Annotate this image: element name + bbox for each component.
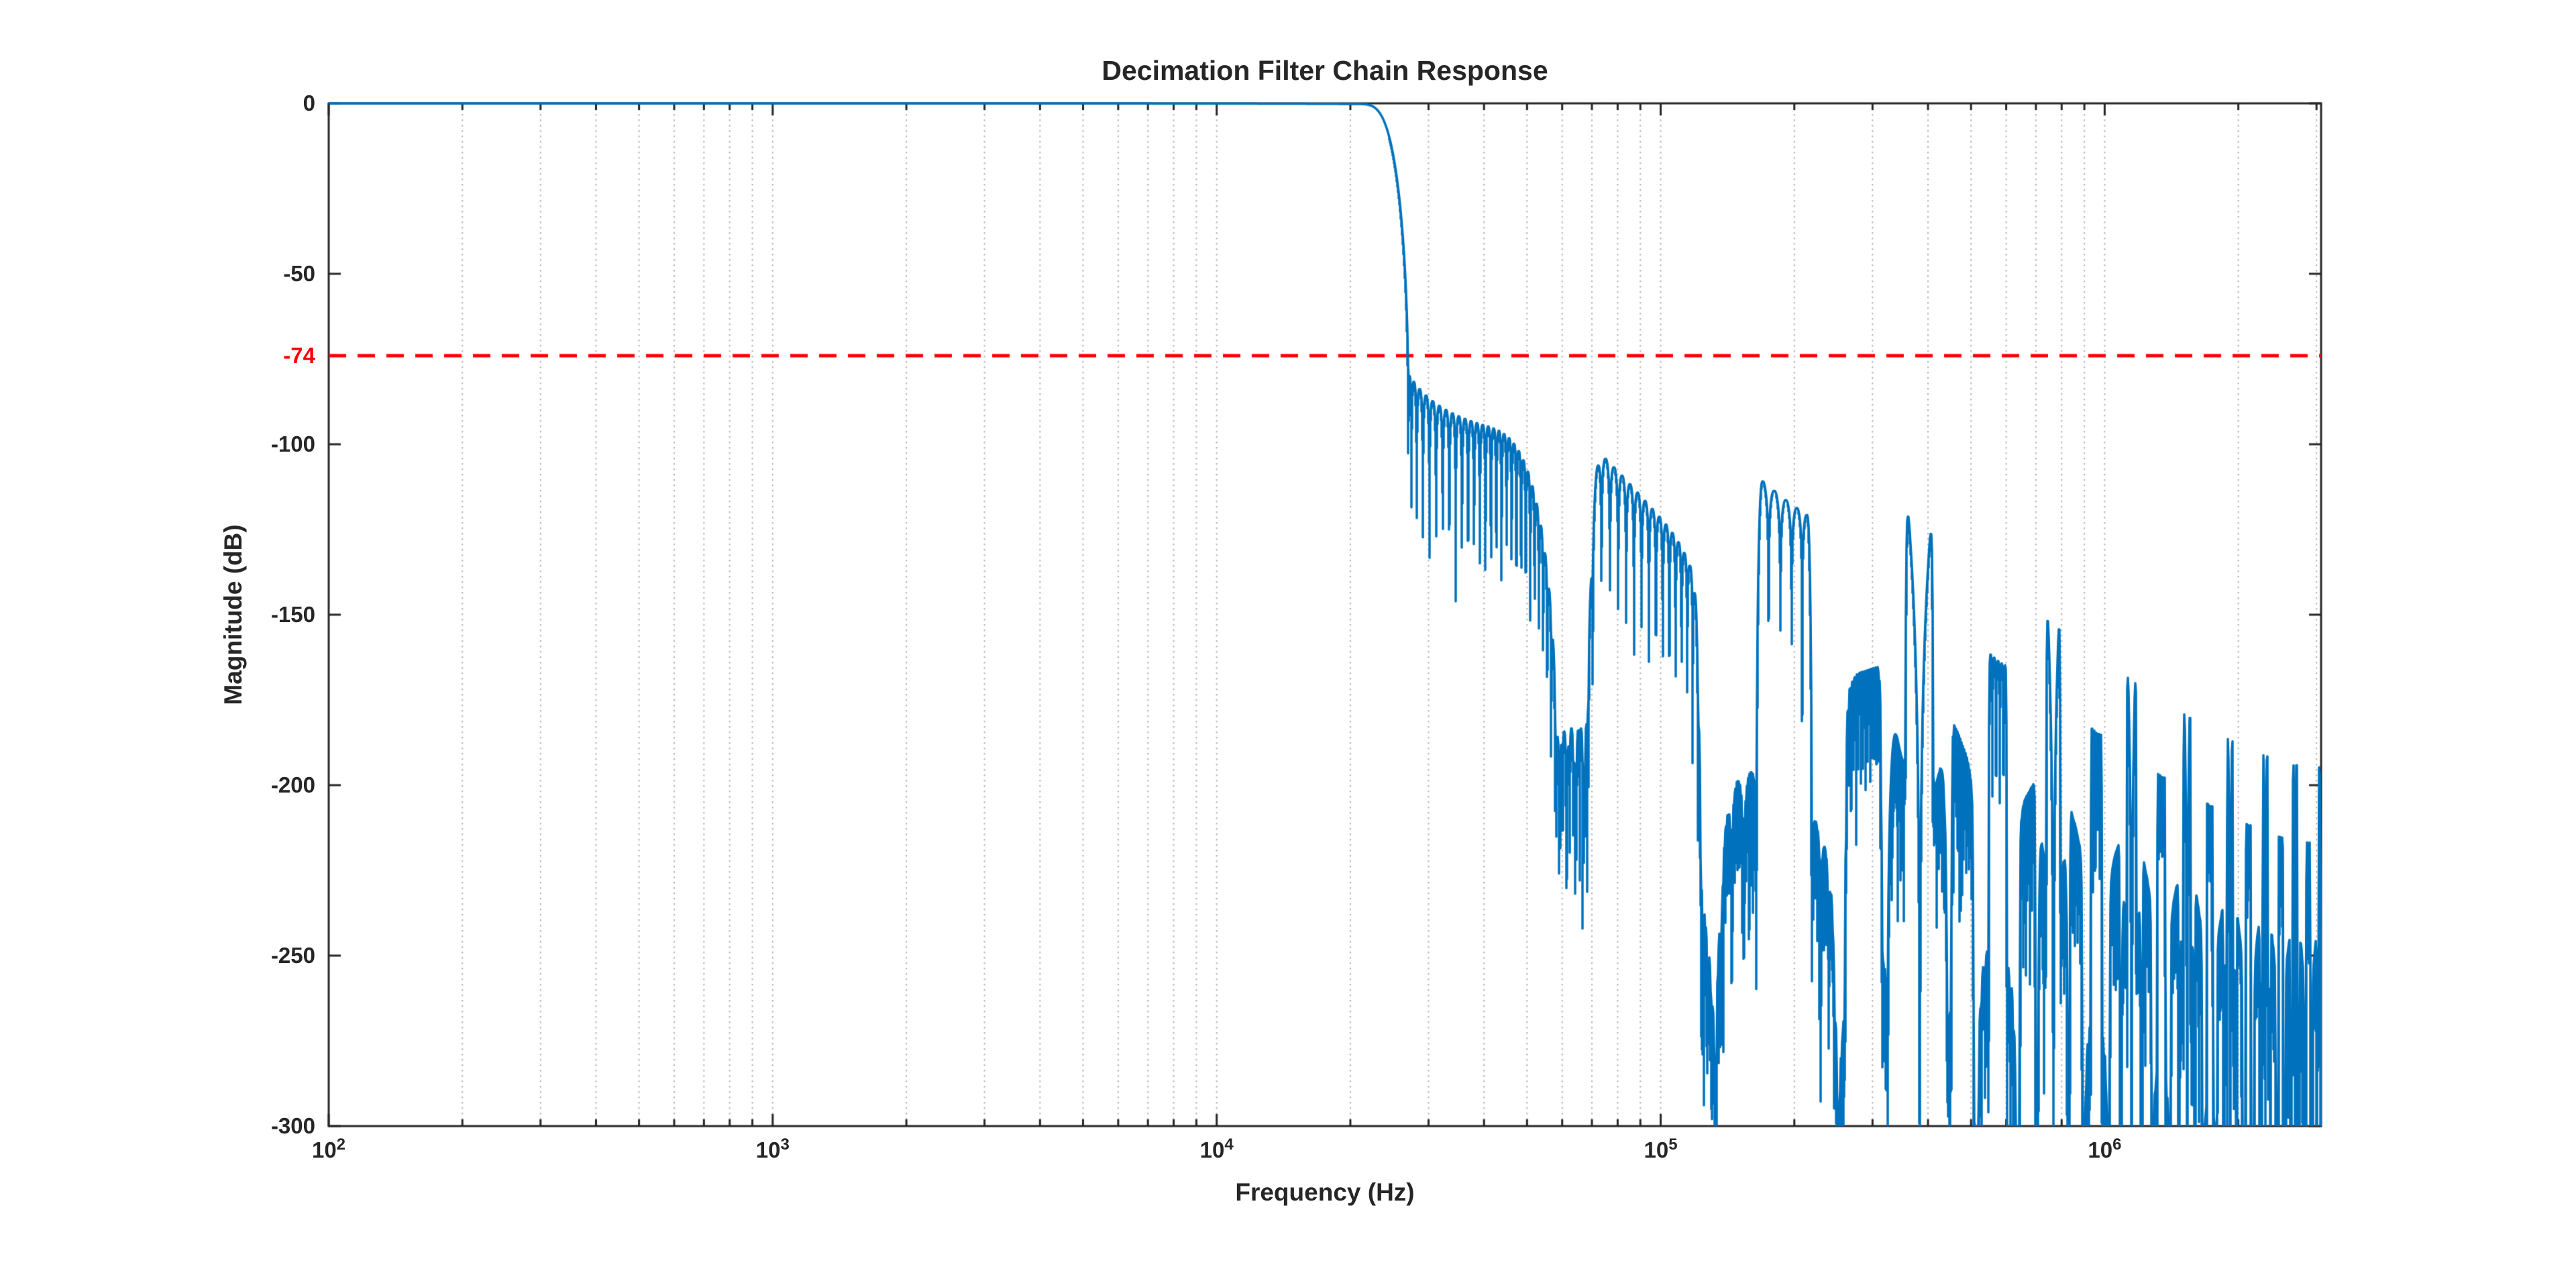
x-tick-label: 103 (755, 1135, 790, 1162)
x-axis-label: Frequency (Hz) (1235, 1178, 1415, 1206)
y-axis-label: Magnitude (dB) (219, 524, 247, 705)
y-tick-label: -50 (283, 261, 315, 286)
x-tick-label: 102 (311, 1135, 346, 1162)
y-tick-label: -250 (270, 943, 315, 968)
y-tick-label: 0 (303, 91, 315, 115)
y-tick-label: -150 (270, 602, 315, 627)
x-tick-label: 105 (1644, 1135, 1678, 1162)
y-tick-label: -200 (270, 772, 315, 797)
x-tick-label: 106 (2088, 1135, 2122, 1162)
y-tick-label: -300 (270, 1113, 315, 1138)
chart-title: Decimation Filter Chain Response (1102, 55, 1548, 86)
x-tick-label: 104 (1199, 1135, 1234, 1162)
threshold-label: -74 (283, 342, 315, 368)
y-tick-label: -100 (270, 432, 315, 456)
